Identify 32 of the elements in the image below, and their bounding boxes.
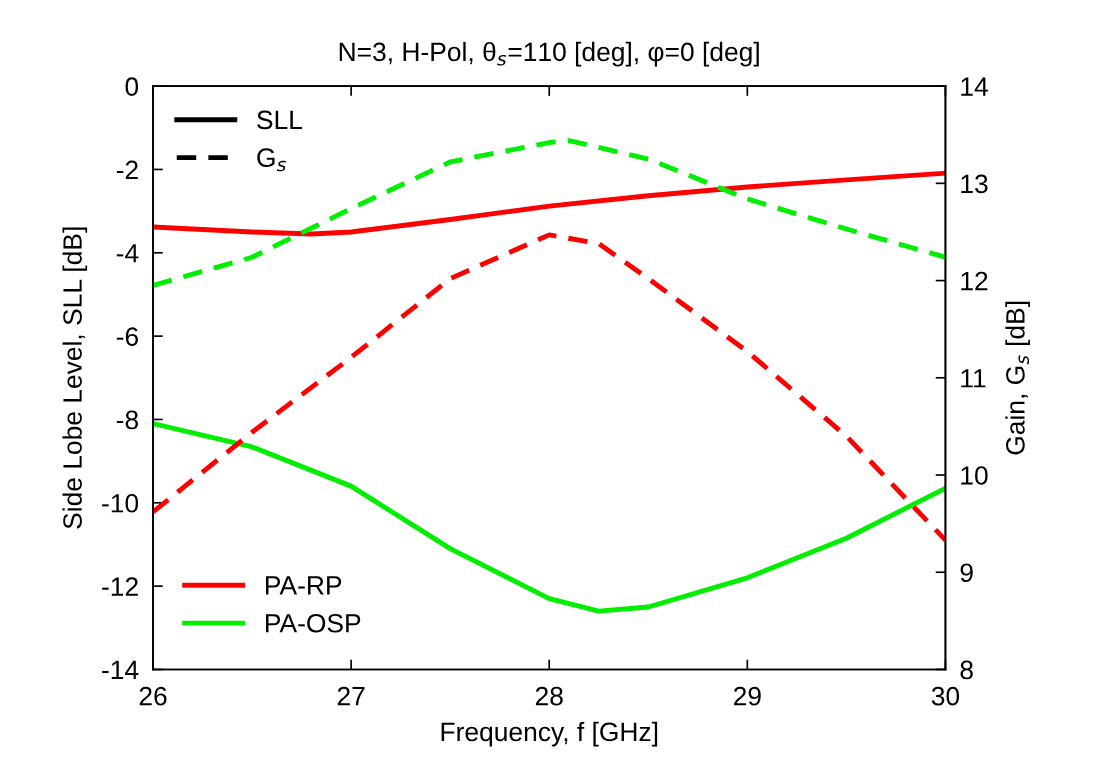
y-tick-label: -6 [116, 327, 138, 346]
x-tick-label: 30 [931, 686, 960, 706]
x-tick-label: 29 [733, 686, 761, 706]
x-tick-label: 26 [139, 686, 167, 706]
line-series [153, 138, 946, 288]
y2-tick-label: 14 [961, 77, 988, 96]
x-tick-label: 28 [535, 686, 563, 706]
y2-tick-label: 8 [960, 660, 973, 680]
y2-tick-label: 13 [961, 174, 988, 194]
line-series [153, 421, 946, 614]
legend-label: PA-OSP [266, 613, 361, 633]
annotation: SLL [257, 110, 303, 130]
y2-tick-label: 10 [961, 466, 988, 485]
y-tick-label: -12 [102, 577, 138, 596]
y-axis-title: Side Lobe Level, SLL [dB] [62, 227, 88, 529]
legend-label: PA-RP [266, 576, 342, 595]
x-axis-title: Frequency, f [GHz] [441, 721, 658, 747]
y-tick-label: -14 [102, 660, 139, 680]
line-series [153, 232, 946, 543]
x-tick-label: 27 [337, 686, 365, 706]
line-series [153, 170, 946, 237]
y2-tick-label: 12 [961, 271, 988, 291]
y2-axis-title: Gain, G$_{s}$ [dB] [1005, 301, 1030, 455]
annotation: G$_{s}$ [257, 148, 286, 172]
chart-title: N=3, H-Pol, θ$_{s}$=110 [deg], φ=0 [deg] [339, 41, 759, 67]
y2-tick-label: 9 [960, 563, 973, 583]
y2-tick-label: 11 [961, 369, 986, 388]
y-tick-label: -4 [116, 244, 139, 263]
y-tick-label: -2 [116, 160, 138, 180]
y-tick-label: -8 [116, 410, 138, 430]
y-tick-label: -10 [102, 493, 139, 513]
y-tick-label: 0 [125, 77, 139, 96]
